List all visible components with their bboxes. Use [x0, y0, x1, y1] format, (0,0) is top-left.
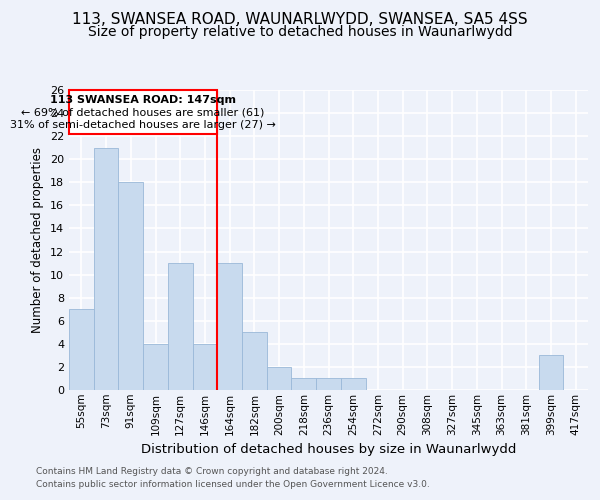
Bar — [168, 263, 193, 390]
Bar — [94, 148, 118, 390]
Bar — [143, 344, 168, 390]
Bar — [217, 263, 242, 390]
Text: 31% of semi-detached houses are larger (27) →: 31% of semi-detached houses are larger (… — [10, 120, 276, 130]
Text: Contains HM Land Registry data © Crown copyright and database right 2024.: Contains HM Land Registry data © Crown c… — [36, 467, 388, 476]
X-axis label: Distribution of detached houses by size in Waunarlwydd: Distribution of detached houses by size … — [141, 443, 516, 456]
Bar — [69, 309, 94, 390]
Text: ← 69% of detached houses are smaller (61): ← 69% of detached houses are smaller (61… — [22, 108, 265, 118]
Text: Contains public sector information licensed under the Open Government Licence v3: Contains public sector information licen… — [36, 480, 430, 489]
Y-axis label: Number of detached properties: Number of detached properties — [31, 147, 44, 333]
Bar — [267, 367, 292, 390]
Bar — [193, 344, 217, 390]
Bar — [242, 332, 267, 390]
Bar — [341, 378, 365, 390]
Bar — [292, 378, 316, 390]
Bar — [539, 356, 563, 390]
FancyBboxPatch shape — [69, 90, 217, 134]
Bar — [118, 182, 143, 390]
Bar — [316, 378, 341, 390]
Text: Size of property relative to detached houses in Waunarlwydd: Size of property relative to detached ho… — [88, 25, 512, 39]
Text: 113 SWANSEA ROAD: 147sqm: 113 SWANSEA ROAD: 147sqm — [50, 95, 236, 105]
Text: 113, SWANSEA ROAD, WAUNARLWYDD, SWANSEA, SA5 4SS: 113, SWANSEA ROAD, WAUNARLWYDD, SWANSEA,… — [72, 12, 528, 28]
